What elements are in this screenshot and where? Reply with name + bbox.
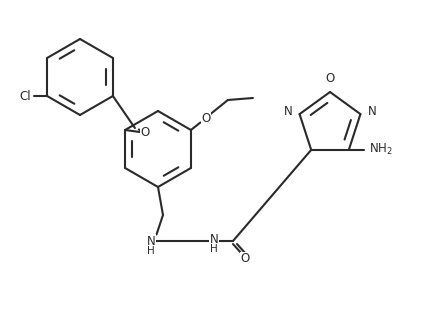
- Text: N: N: [283, 105, 292, 117]
- Text: O: O: [240, 252, 249, 266]
- Text: Cl: Cl: [19, 89, 31, 103]
- Text: O: O: [201, 112, 210, 124]
- Text: H: H: [147, 246, 154, 256]
- Text: H: H: [210, 243, 218, 254]
- Text: N: N: [367, 105, 375, 117]
- Text: O: O: [325, 72, 334, 85]
- Text: O: O: [140, 125, 149, 139]
- Text: NH$_2$: NH$_2$: [368, 142, 392, 158]
- Text: N: N: [146, 235, 155, 247]
- Text: N: N: [209, 233, 218, 246]
